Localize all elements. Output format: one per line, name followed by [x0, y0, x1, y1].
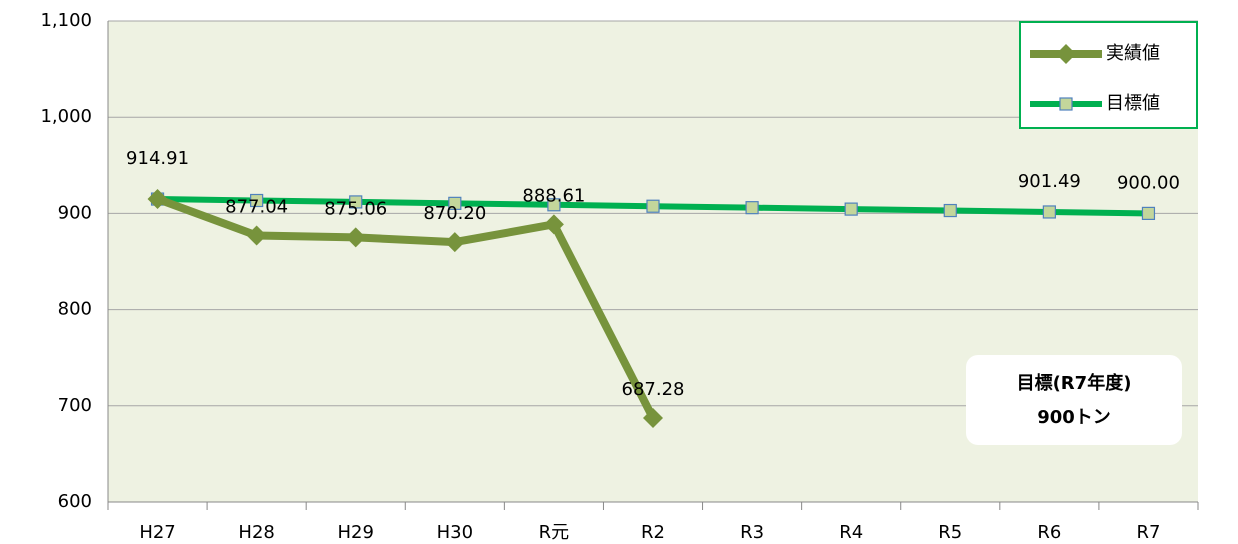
- annotation-text: 900トン: [1037, 407, 1111, 428]
- x-tick-label: R3: [740, 522, 764, 543]
- x-tick-label: R5: [938, 522, 962, 543]
- data-point: [745, 201, 759, 215]
- data-point: [250, 193, 264, 208]
- data-point: [349, 195, 363, 209]
- legend-box: [1019, 21, 1198, 129]
- x-tick-label: H27: [139, 522, 175, 543]
- data-point: [1042, 205, 1056, 219]
- data-point: [147, 189, 168, 210]
- data-label: 901.49: [1018, 171, 1081, 192]
- annotation-box: [966, 355, 1182, 445]
- x-tick-label: H29: [338, 522, 374, 543]
- data-label: 870.20: [423, 203, 486, 224]
- data-label: 900.00: [1117, 172, 1180, 193]
- data-label: 875.06: [324, 198, 387, 219]
- data-label: 888.61: [522, 185, 585, 206]
- data-point: [345, 227, 366, 248]
- x-tick-label: R6: [1037, 522, 1061, 543]
- legend-marker: [1056, 44, 1076, 64]
- x-tick-label: R7: [1136, 522, 1160, 543]
- legend-label: 実績値: [1106, 43, 1160, 64]
- y-tick-label: 1,100: [40, 10, 92, 31]
- data-label: 914.91: [126, 148, 189, 169]
- x-tick-label: H28: [238, 522, 274, 543]
- annotation-text: 目標(R7年度): [1017, 372, 1132, 394]
- x-tick-label: R4: [839, 522, 863, 543]
- y-tick-label: 1,000: [40, 106, 92, 127]
- data-point: [444, 232, 465, 253]
- data-point: [643, 408, 663, 429]
- legend-marker: [1059, 97, 1073, 111]
- data-point: [943, 203, 957, 218]
- y-tick-label: 600: [58, 491, 92, 512]
- x-tick-label: H30: [437, 522, 473, 543]
- legend-label: 目標値: [1106, 93, 1160, 114]
- data-point: [547, 198, 561, 212]
- data-label: 687.28: [622, 379, 685, 400]
- y-tick-label: 700: [58, 395, 92, 416]
- data-point: [448, 196, 462, 210]
- data-point: [1141, 206, 1156, 220]
- x-tick-label: R元: [539, 522, 570, 543]
- x-tick-label: R2: [641, 522, 665, 543]
- data-label: 877.04: [225, 196, 288, 217]
- data-point: [543, 214, 564, 235]
- y-tick-label: 900: [58, 202, 92, 223]
- data-point: [246, 225, 267, 246]
- series-line: [156, 195, 657, 420]
- y-tick-label: 800: [58, 299, 92, 320]
- data-point: [844, 202, 858, 216]
- data-point: [646, 199, 660, 213]
